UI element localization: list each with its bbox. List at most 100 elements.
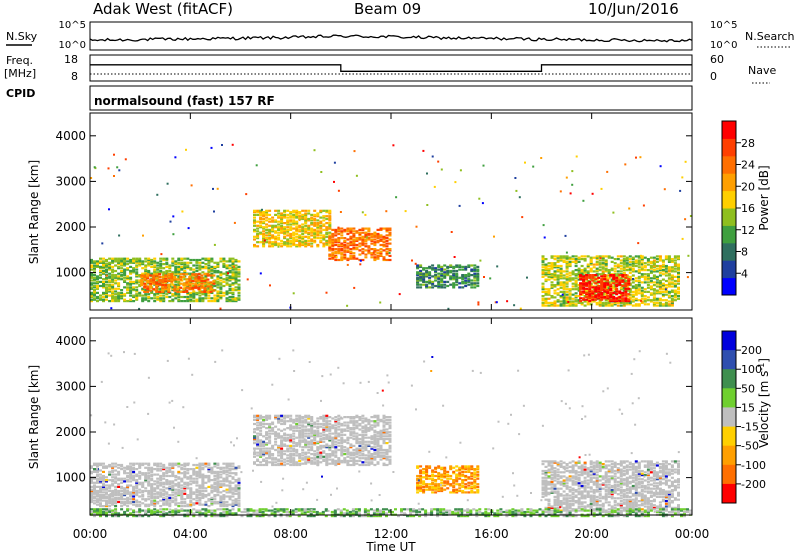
echo-cell [225,465,229,468]
echo-cell [256,235,260,238]
echo-cell [120,295,124,299]
echo-cell [231,291,235,294]
echo-cell [673,270,677,273]
echo-cell [259,232,263,236]
echo-cell [135,491,139,494]
echo-cell [129,492,133,495]
echo-cell [328,245,332,248]
echo-cell [340,444,344,447]
echo-cell [123,492,127,495]
echo-speckle [540,157,543,159]
echo-cell [234,282,238,285]
echo-cell [150,473,154,476]
echo-cell [180,492,184,495]
echo-cell [352,241,356,244]
echo-cell [613,301,617,304]
echo-cell [186,484,190,487]
echo-cell [289,435,293,438]
echo-cell [292,211,296,214]
echo-cell [313,457,317,460]
echo-cell [458,265,462,268]
echo-cell [210,272,214,275]
echo-cell [167,277,171,280]
echo-cell [298,457,302,460]
echo-cell [280,447,284,450]
echo-cell [328,422,332,426]
echo-cell [673,256,677,259]
echo-cell [138,263,142,266]
echo-cell [652,296,656,299]
echo-cell [156,295,160,299]
echo-cell [618,280,622,283]
echo-cell [149,286,153,289]
echo-cell [673,292,677,295]
echo-cell [129,300,133,303]
echo-cell [117,477,121,480]
echo-cell [319,453,323,456]
echo-cell [129,286,133,289]
echo-cell [164,279,168,283]
echo-cell [419,274,423,277]
echo-cell [559,269,563,272]
echo-cell [274,242,278,245]
echo-cell [206,290,210,293]
echo-cell [373,241,377,244]
echo-cell [146,290,150,293]
echo-cell [310,223,314,226]
echo-cell [585,283,589,286]
echo-cell [174,503,178,506]
echo-cell [585,298,589,301]
echo-cell [207,468,211,471]
echo-cell [262,418,266,421]
echo-cell [319,226,323,229]
echo-cell [310,227,314,230]
echo-cell [162,297,166,300]
echo-cell [132,463,136,467]
echo-cell [301,424,305,427]
echo-cell [301,216,305,219]
echo-cell [99,485,102,488]
echo-cell [661,259,665,262]
echo-cell [600,286,604,289]
echo-cell [604,267,608,270]
echo-cell [364,256,368,259]
echo-cell [571,303,575,306]
echo-cell [677,277,680,280]
echo-cell [117,272,121,275]
echo-cell [364,234,368,237]
echo-cell [588,275,592,278]
echo-cell [298,431,302,434]
echo-cell [289,212,293,215]
echo-cell [601,255,605,258]
echo-cell [283,414,287,417]
echo-cell [376,252,380,255]
echo-cell [319,457,323,460]
echo-cell [458,264,462,267]
echo-cell [328,458,332,461]
echo-cell [565,293,569,296]
echo-cell [99,481,102,484]
echo-cell [373,253,377,256]
echo-cell [180,484,184,487]
echo-cell [256,454,260,457]
echo-cell [361,237,365,240]
echo-cell [361,248,365,251]
echo-cell [585,276,589,279]
echo-cell [231,289,235,292]
echo-cell [322,437,326,441]
echo-cell [574,288,578,291]
echo-cell [655,301,659,304]
echo-cell [328,420,332,423]
echo-cell [443,286,447,289]
echo-cell [102,485,105,488]
echo-cell [96,477,99,480]
echo-cell [210,267,214,270]
echo-cell [259,443,263,446]
echo-cell [111,479,115,482]
echo-cell [237,298,241,301]
echo-cell [271,457,275,460]
echo-cell [228,289,232,292]
echo-cell [446,274,450,277]
echo-cell [628,263,632,266]
